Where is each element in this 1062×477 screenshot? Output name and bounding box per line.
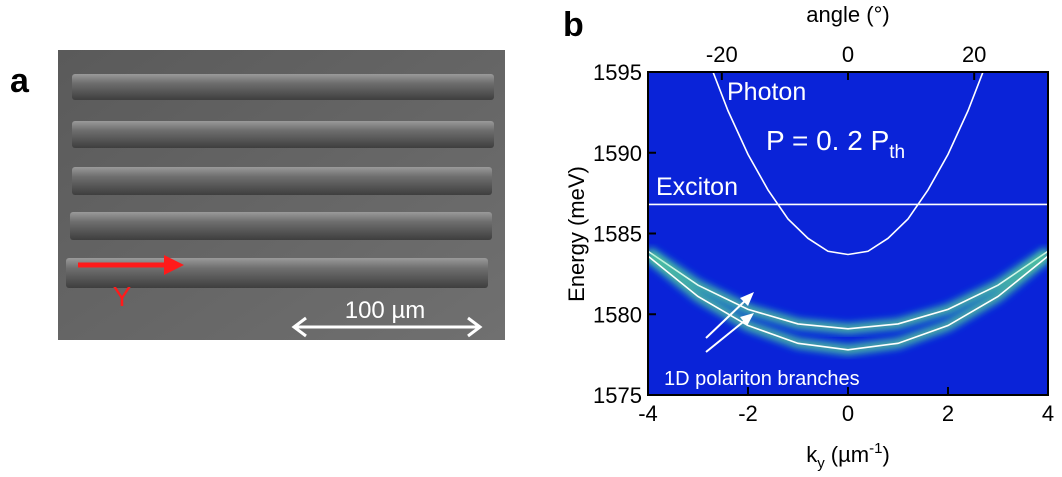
x2-axis-label: angle (°) [806, 2, 889, 27]
scale-arrow [291, 316, 307, 338]
rod [72, 121, 494, 148]
y-tick-label: 1580 [593, 302, 642, 327]
exciton-label: Exciton [656, 173, 738, 201]
power-label: P = 0. 2 Pth [766, 125, 905, 163]
rod [72, 167, 492, 195]
panel-label: a [10, 62, 30, 100]
plot-background [648, 72, 1048, 395]
rod [72, 74, 494, 100]
arrow-head [164, 255, 184, 275]
x-tick-label: -2 [738, 401, 758, 426]
x-label-part: k [806, 442, 818, 467]
dispersion-curve [712, 72, 984, 256]
x-tick-label: 2 [942, 401, 954, 426]
x-label-part: ) [882, 442, 889, 467]
direction-label: Y [113, 281, 132, 312]
plot-area [648, 72, 1048, 355]
y-tick-label: 1575 [593, 383, 642, 408]
pointer-arrow [705, 317, 749, 353]
x2-tick-label: 0 [842, 42, 854, 67]
y-tick-label: 1585 [593, 222, 642, 247]
x-label-part: y [817, 455, 825, 472]
arrow-head [740, 313, 754, 326]
x-axis-label: ky (µm-1) [806, 440, 890, 472]
scale-arrow [467, 316, 483, 338]
x2-tick-label: 20 [962, 42, 986, 67]
power-part: th [889, 142, 905, 163]
y-tick-label: 1595 [593, 60, 642, 85]
arrow-head [740, 292, 754, 306]
x2-tick-label: -20 [706, 42, 738, 67]
scale-label: 100 µm [345, 297, 426, 324]
rod [70, 212, 492, 240]
x-tick-label: 0 [842, 401, 854, 426]
power-part: P = 0. 2 P [766, 125, 889, 156]
x-label-part: -1 [869, 440, 882, 457]
x-tick-label: 4 [1042, 401, 1054, 426]
x-label-part: (µm [825, 442, 869, 467]
dispersion-curve [648, 250, 1048, 330]
y-tick-label: 1590 [593, 141, 642, 166]
dispersion-curve [648, 255, 1048, 351]
panel-label: b [563, 6, 584, 44]
photon-label: Photon [727, 78, 806, 106]
y-axis-label: Energy (meV) [564, 166, 589, 302]
branches-label: 1D polariton branches [664, 368, 860, 390]
x-tick-label: -4 [638, 401, 658, 426]
pointer-arrow [705, 297, 749, 339]
